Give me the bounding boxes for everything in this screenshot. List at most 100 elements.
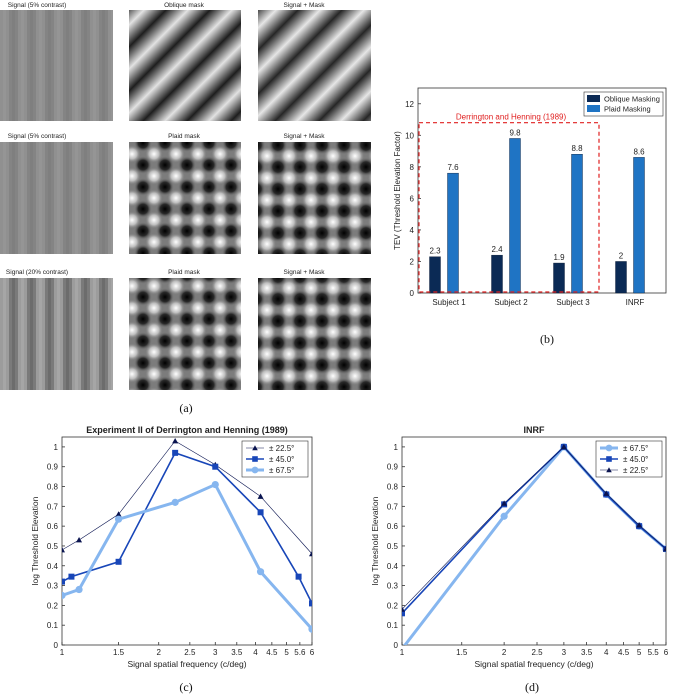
data-point-triangle: [603, 490, 610, 496]
signal-grating-5pct-b: [0, 142, 113, 254]
x-tick-label: 2.5: [184, 648, 196, 657]
bar: [615, 261, 627, 294]
chart-title: Experiment II of Derrington and Henning …: [86, 425, 288, 435]
caption-a: (a): [179, 401, 192, 415]
legend-swatch: [587, 95, 600, 102]
y-tick-label: 0.4: [387, 562, 399, 571]
x-tick-label: Subject 3: [556, 298, 590, 307]
y-tick-label: 0.9: [47, 463, 59, 472]
x-tick-label: 3: [562, 648, 567, 657]
annotation-label: Derrington and Henning (1989): [456, 113, 567, 122]
x-tick-label: 1.5: [456, 648, 468, 657]
panel-b-bar-chart: 0 2 4 6 8 10 12 TEV (Threshold Elevation Factor…: [393, 87, 667, 307]
data-point-triangle: [606, 467, 612, 473]
data-point-triangle: [257, 493, 264, 499]
legend-label: ± 22.5°: [623, 466, 648, 475]
data-point-circle: [211, 480, 219, 489]
y-tick-label: 0.9: [387, 463, 399, 472]
data-point-triangle: [252, 445, 258, 451]
x-tick-label: 2: [502, 648, 507, 657]
data-point-triangle: [62, 546, 65, 553]
x-axis-label: Signal spatial frequency (c/deg): [127, 659, 246, 669]
signal-grating-5pct: [0, 10, 113, 121]
bar-value-label: 8.8: [571, 144, 583, 153]
plaid-signal-plus-mask-image: [258, 142, 371, 254]
data-point-circle: [114, 515, 123, 523]
y-tick-label: 8: [410, 163, 415, 172]
x-tick-label: 3: [213, 648, 218, 657]
data-point-circle: [75, 585, 83, 594]
x-tick-label: 4: [604, 648, 609, 657]
x-tick-label: 5.6: [294, 648, 306, 657]
y-tick-label: 10: [405, 131, 414, 140]
data-point-square: [606, 456, 612, 462]
stimulus-title-r1c1: Signal (5% contrast): [8, 2, 67, 9]
legend-label: ± 67.5°: [269, 466, 294, 475]
x-tick-label: 5: [637, 648, 642, 657]
plaid-mask-image-b: [129, 278, 241, 390]
y-tick-label: 0.2: [47, 601, 59, 610]
data-point-square: [295, 573, 302, 580]
chart-title: INRF: [524, 425, 545, 435]
legend-swatch: [587, 105, 600, 112]
bar-value-label: 9.8: [509, 128, 521, 137]
y-tick-label: 0.1: [387, 621, 399, 630]
y-tick-label: 0.8: [387, 483, 399, 492]
caption-d: (d): [525, 680, 539, 694]
x-tick-label: 2.5: [531, 648, 543, 657]
y-tick-label: 0.5: [47, 542, 59, 551]
stimulus-title-r2c1: Signal (5% contrast): [8, 133, 67, 140]
x-tick-label: 1: [400, 648, 405, 657]
bar: [553, 262, 565, 294]
y-tick-label: 0.2: [387, 601, 399, 610]
data-point-circle: [256, 568, 265, 576]
stimulus-title-r3c3: Signal + Mask: [283, 269, 325, 276]
data-point-circle: [605, 444, 613, 452]
x-tick-label: 6: [664, 648, 669, 657]
data-point-square: [68, 573, 75, 580]
bar-value-label: 8.6: [633, 147, 645, 156]
series-line: [402, 445, 666, 614]
y-tick-label: 0: [410, 289, 415, 298]
bar: [509, 138, 521, 294]
x-tick-label: 4.5: [618, 648, 630, 657]
caption-c: (c): [179, 680, 192, 694]
bar-value-label: 2.4: [491, 245, 503, 254]
stimulus-title-r2c3: Signal + Mask: [283, 133, 325, 140]
bar-value-label: 7.6: [447, 163, 459, 172]
series-line: [402, 446, 666, 610]
data-point-circle: [308, 625, 312, 633]
y-axis-label: log Threshold Elevation: [370, 496, 380, 585]
plaid-signal-plus-mask-image-b: [258, 278, 371, 390]
data-point-square: [402, 610, 405, 617]
x-tick-label: 3.5: [581, 648, 593, 657]
bar-value-label: 2: [619, 251, 624, 260]
data-point-circle: [500, 512, 508, 520]
data-point-triangle: [636, 522, 643, 528]
oblique-signal-plus-mask-image: [258, 10, 371, 121]
legend-label: Oblique Masking: [604, 95, 660, 104]
legend-label: ± 22.5°: [269, 444, 294, 453]
stimulus-title-r3c2: Plaid mask: [168, 269, 201, 276]
x-tick-label: 4: [253, 648, 258, 657]
data-point-circle: [62, 591, 66, 600]
bar: [571, 154, 583, 294]
bar: [491, 254, 503, 294]
data-point-square: [309, 600, 312, 607]
y-tick-label: 0.3: [387, 582, 399, 591]
x-tick-label: Subject 1: [432, 298, 466, 307]
legend-label: ± 45.0°: [269, 455, 294, 464]
bar: [429, 256, 441, 294]
signal-grating-20pct: [0, 278, 113, 390]
plaid-mask-image: [129, 142, 241, 254]
caption-b: (b): [540, 332, 554, 346]
data-point-square: [62, 578, 65, 585]
stimulus-title-r1c3: Signal + Mask: [283, 2, 325, 9]
x-tick-label: Subject 2: [494, 298, 528, 307]
data-point-square: [252, 456, 258, 462]
data-point-square: [257, 509, 264, 516]
y-tick-label: 2: [410, 257, 415, 266]
legend-label: ± 67.5°: [623, 444, 648, 453]
plot-area: [402, 443, 666, 645]
